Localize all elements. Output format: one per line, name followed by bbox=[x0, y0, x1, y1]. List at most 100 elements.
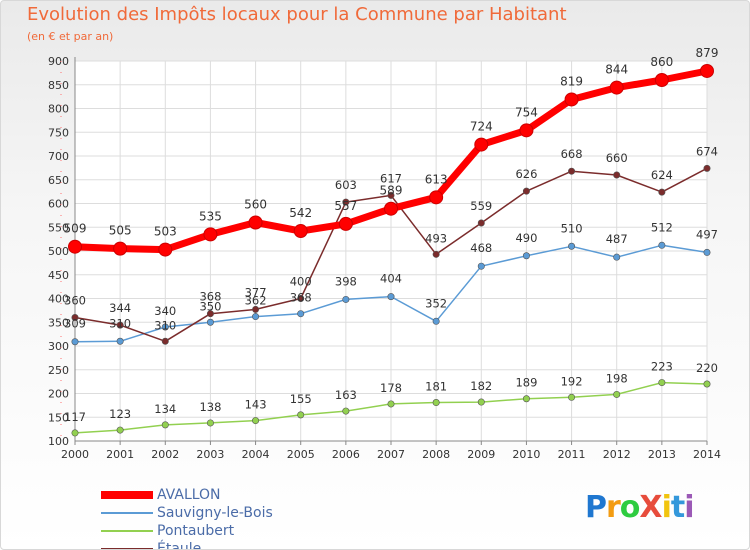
data-label: 542 bbox=[289, 206, 312, 220]
brand-letter: X bbox=[639, 490, 662, 525]
data-point bbox=[116, 426, 124, 434]
data-label: 223 bbox=[651, 360, 673, 374]
data-label: 134 bbox=[154, 402, 176, 416]
data-point bbox=[252, 417, 260, 425]
chart-title: Evolution des Impôts locaux pour la Comm… bbox=[27, 4, 567, 25]
data-label: 155 bbox=[290, 392, 312, 406]
data-point bbox=[477, 219, 485, 227]
y-tick-label: 350 bbox=[48, 316, 69, 329]
data-label: 350 bbox=[199, 299, 221, 313]
data-label: 189 bbox=[515, 376, 537, 390]
data-point bbox=[113, 241, 128, 256]
brand-letter: r bbox=[606, 490, 621, 525]
data-point bbox=[432, 317, 440, 325]
data-point bbox=[387, 400, 395, 408]
x-tick-label: 2007 bbox=[377, 448, 405, 461]
data-point bbox=[248, 215, 263, 230]
x-tick-label: 2011 bbox=[558, 448, 586, 461]
data-point bbox=[568, 393, 576, 401]
y-tick-label: 800 bbox=[48, 103, 69, 116]
data-point bbox=[297, 310, 305, 318]
data-label: 497 bbox=[696, 227, 718, 241]
data-label: 535 bbox=[199, 209, 222, 223]
data-point bbox=[703, 248, 711, 256]
y-tick-label: 400 bbox=[48, 293, 69, 306]
data-label: 143 bbox=[245, 398, 267, 412]
data-point bbox=[387, 293, 395, 301]
data-label: 754 bbox=[515, 105, 538, 119]
data-point bbox=[342, 295, 350, 303]
data-point bbox=[568, 167, 576, 175]
data-label: 352 bbox=[425, 296, 447, 310]
data-label: 138 bbox=[199, 400, 221, 414]
y-tick-label: 500 bbox=[48, 245, 69, 258]
data-point bbox=[654, 73, 669, 87]
data-point bbox=[206, 310, 214, 318]
legend-label-etaule: Étaule bbox=[157, 541, 202, 550]
data-point bbox=[206, 318, 214, 326]
data-point bbox=[252, 305, 260, 313]
data-point bbox=[68, 239, 82, 254]
data-label: 613 bbox=[425, 172, 448, 186]
data-label: 603 bbox=[335, 178, 357, 192]
data-point bbox=[564, 92, 579, 107]
data-label: 844 bbox=[605, 63, 628, 77]
data-point bbox=[522, 187, 530, 195]
data-point bbox=[432, 399, 440, 407]
legend-swatch-pontaubert bbox=[101, 530, 153, 532]
data-label: 404 bbox=[380, 272, 402, 286]
y-tick-label: 450 bbox=[48, 269, 69, 282]
brand-letter: i bbox=[684, 490, 694, 525]
data-point bbox=[522, 395, 530, 403]
data-point bbox=[116, 337, 124, 345]
data-point bbox=[658, 379, 666, 387]
data-point bbox=[429, 190, 444, 205]
data-label: 487 bbox=[606, 232, 628, 246]
x-tick-label: 2008 bbox=[422, 448, 450, 461]
data-point bbox=[293, 224, 308, 239]
data-point bbox=[703, 164, 711, 172]
data-point bbox=[297, 411, 305, 419]
x-tick-label: 2006 bbox=[332, 448, 360, 461]
data-label: 368 bbox=[290, 291, 312, 305]
x-tick-label: 2005 bbox=[287, 448, 315, 461]
legend-swatch-etaule bbox=[101, 548, 153, 549]
data-point bbox=[522, 252, 530, 260]
x-tick-label: 2009 bbox=[467, 448, 495, 461]
data-label: 559 bbox=[470, 199, 492, 213]
data-point bbox=[609, 80, 624, 95]
y-tick-label: 100 bbox=[48, 435, 69, 448]
data-point bbox=[568, 242, 576, 250]
data-label: 557 bbox=[334, 199, 357, 213]
y-tick-label: 850 bbox=[48, 79, 69, 92]
brand-letter: t bbox=[670, 490, 685, 525]
data-point bbox=[658, 241, 666, 249]
x-tick-label: 2014 bbox=[693, 448, 721, 461]
x-tick-label: 2003 bbox=[196, 448, 224, 461]
data-label: 198 bbox=[606, 371, 628, 385]
legend-label-avallon: AVALLON bbox=[157, 487, 221, 503]
data-label: 192 bbox=[561, 374, 583, 388]
data-label: 309 bbox=[64, 317, 86, 331]
x-tick-label: 2002 bbox=[151, 448, 179, 461]
data-point bbox=[613, 253, 621, 261]
y-tick-label: 600 bbox=[48, 198, 69, 211]
data-label: 860 bbox=[650, 55, 673, 69]
x-tick-label: 2013 bbox=[648, 448, 676, 461]
data-point bbox=[477, 262, 485, 270]
y-tick-label: 650 bbox=[48, 174, 69, 187]
data-label: 660 bbox=[606, 151, 628, 165]
data-label: 510 bbox=[561, 221, 583, 235]
data-label: 879 bbox=[696, 46, 719, 60]
x-tick-label: 2004 bbox=[242, 448, 270, 461]
data-point bbox=[477, 398, 485, 406]
data-point bbox=[71, 313, 79, 321]
data-point bbox=[613, 390, 621, 398]
data-label: 377 bbox=[245, 285, 267, 299]
x-tick-label: 2010 bbox=[512, 448, 540, 461]
data-label: 674 bbox=[696, 144, 718, 158]
y-tick-label: 550 bbox=[48, 221, 69, 234]
data-point bbox=[158, 242, 173, 257]
data-label: 626 bbox=[515, 167, 537, 181]
